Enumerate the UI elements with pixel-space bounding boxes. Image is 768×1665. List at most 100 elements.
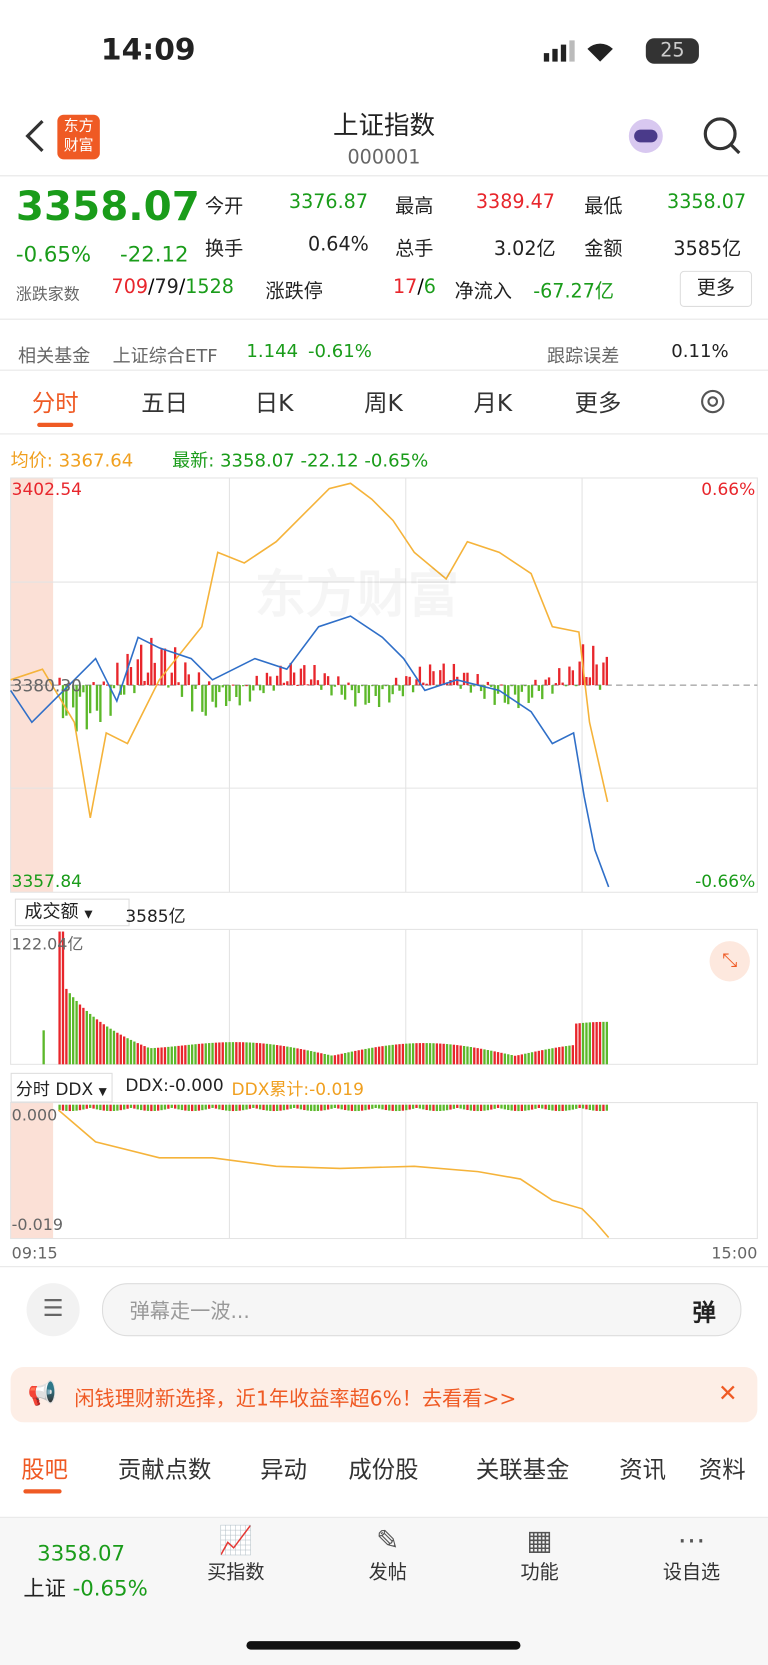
nav-item[interactable]: 📈 买指数 [207,1525,265,1584]
bar [391,1104,394,1111]
danmaku-settings[interactable]: ☰ [26,1283,80,1337]
bar [289,1104,292,1109]
nav-label: 上证 [23,1575,66,1601]
nav-item[interactable]: ▦ 功能 [520,1525,559,1584]
bar [194,1044,197,1065]
bar [133,685,136,694]
bar [204,1104,207,1110]
bar [95,1019,99,1065]
bar [207,681,211,686]
expand-button[interactable]: ⤡ [709,941,750,982]
bar [466,1104,469,1111]
bar [605,1104,609,1111]
bar [116,1032,119,1065]
ddx-selector[interactable]: 分时 DDX ▼ [10,1072,113,1103]
back-button[interactable] [21,117,53,155]
bar [180,685,184,697]
bar [456,1045,459,1065]
bar [116,1104,119,1111]
bar [58,1104,61,1111]
bar [337,1054,340,1065]
bottom-tab[interactable]: 资讯 [619,1457,667,1484]
bar [500,684,503,686]
tab[interactable]: 分时 [31,390,79,418]
volume-selector[interactable]: 成交额 ▼ [14,898,130,927]
bar [187,1104,190,1111]
bar [388,1104,391,1111]
bar [473,685,476,687]
bottom-tab[interactable]: 异动 [260,1457,307,1484]
nav-item-label: 买指数 [207,1561,265,1584]
danmaku-button[interactable]: 弹 [692,1300,716,1327]
bar [568,1104,571,1111]
bar [42,1030,45,1065]
bar [401,1043,405,1065]
logo-text: 财富 [63,137,94,155]
bar [500,1104,503,1109]
bar [303,665,306,686]
bottom-tab[interactable]: 股吧 [21,1457,68,1484]
bar [439,1043,442,1065]
bar [377,685,381,708]
battery: 25 [645,38,699,64]
bar [466,1046,469,1065]
bar [150,637,153,686]
bottom-tab[interactable]: 成份股 [348,1457,419,1484]
bar [75,685,78,732]
search-button[interactable] [701,115,743,157]
bar [262,1104,265,1111]
bar [238,1042,241,1065]
bar [231,1104,235,1112]
bar [269,676,272,686]
bar [469,685,473,693]
comment-input[interactable] [101,1283,742,1337]
bar [123,1036,126,1065]
bar [418,1104,422,1109]
tab[interactable]: 日K [254,390,294,418]
bar [299,668,303,686]
bar [197,672,201,686]
bar [561,682,564,686]
tab[interactable]: 五日 [141,390,189,418]
tab[interactable]: 月K [473,390,513,418]
bar [296,1104,299,1109]
settings-button[interactable] [696,385,730,419]
nav-bar [0,1517,768,1665]
ad-banner[interactable] [10,1367,758,1423]
latest-value: 3358.07 [220,450,295,472]
nav-quote: 上证 -0.65% [23,1571,147,1602]
ad-close[interactable]: ✕ [718,1380,738,1408]
bar [384,685,388,687]
bar [109,1104,112,1112]
bar [524,1104,527,1111]
bottom-tab[interactable]: 资料 [698,1457,746,1484]
bar [78,1104,82,1111]
tab[interactable]: 更多 [574,390,622,418]
bar [520,1054,524,1065]
bar [197,1043,201,1065]
bar [422,682,425,686]
y-mid: 3380.30 [11,675,82,696]
bar [558,668,561,686]
bar [143,1046,146,1065]
bar [221,1042,224,1065]
nav-item[interactable]: ✎ 发帖 [368,1525,407,1584]
field-label: 总手 [395,237,434,261]
bar [496,1052,500,1065]
bar [139,644,143,686]
bottom-tab[interactable]: 贡献点数 [117,1457,212,1484]
bar [343,1104,347,1111]
robot-icon[interactable] [625,115,667,157]
bar [282,1046,286,1065]
pct-bottom: -0.66% [695,871,756,892]
bar [405,1043,408,1065]
bar [139,1104,143,1111]
bar [592,1104,595,1111]
fund-name: 上证综合ETF [112,346,218,368]
bar [381,1104,384,1110]
bar [381,1046,384,1065]
bottom-tab[interactable]: 关联基金 [475,1457,570,1484]
more-button[interactable]: 更多 [679,270,753,307]
tab[interactable]: 周K [364,390,403,418]
nav-item[interactable]: ⋯ 设自选 [662,1525,721,1584]
